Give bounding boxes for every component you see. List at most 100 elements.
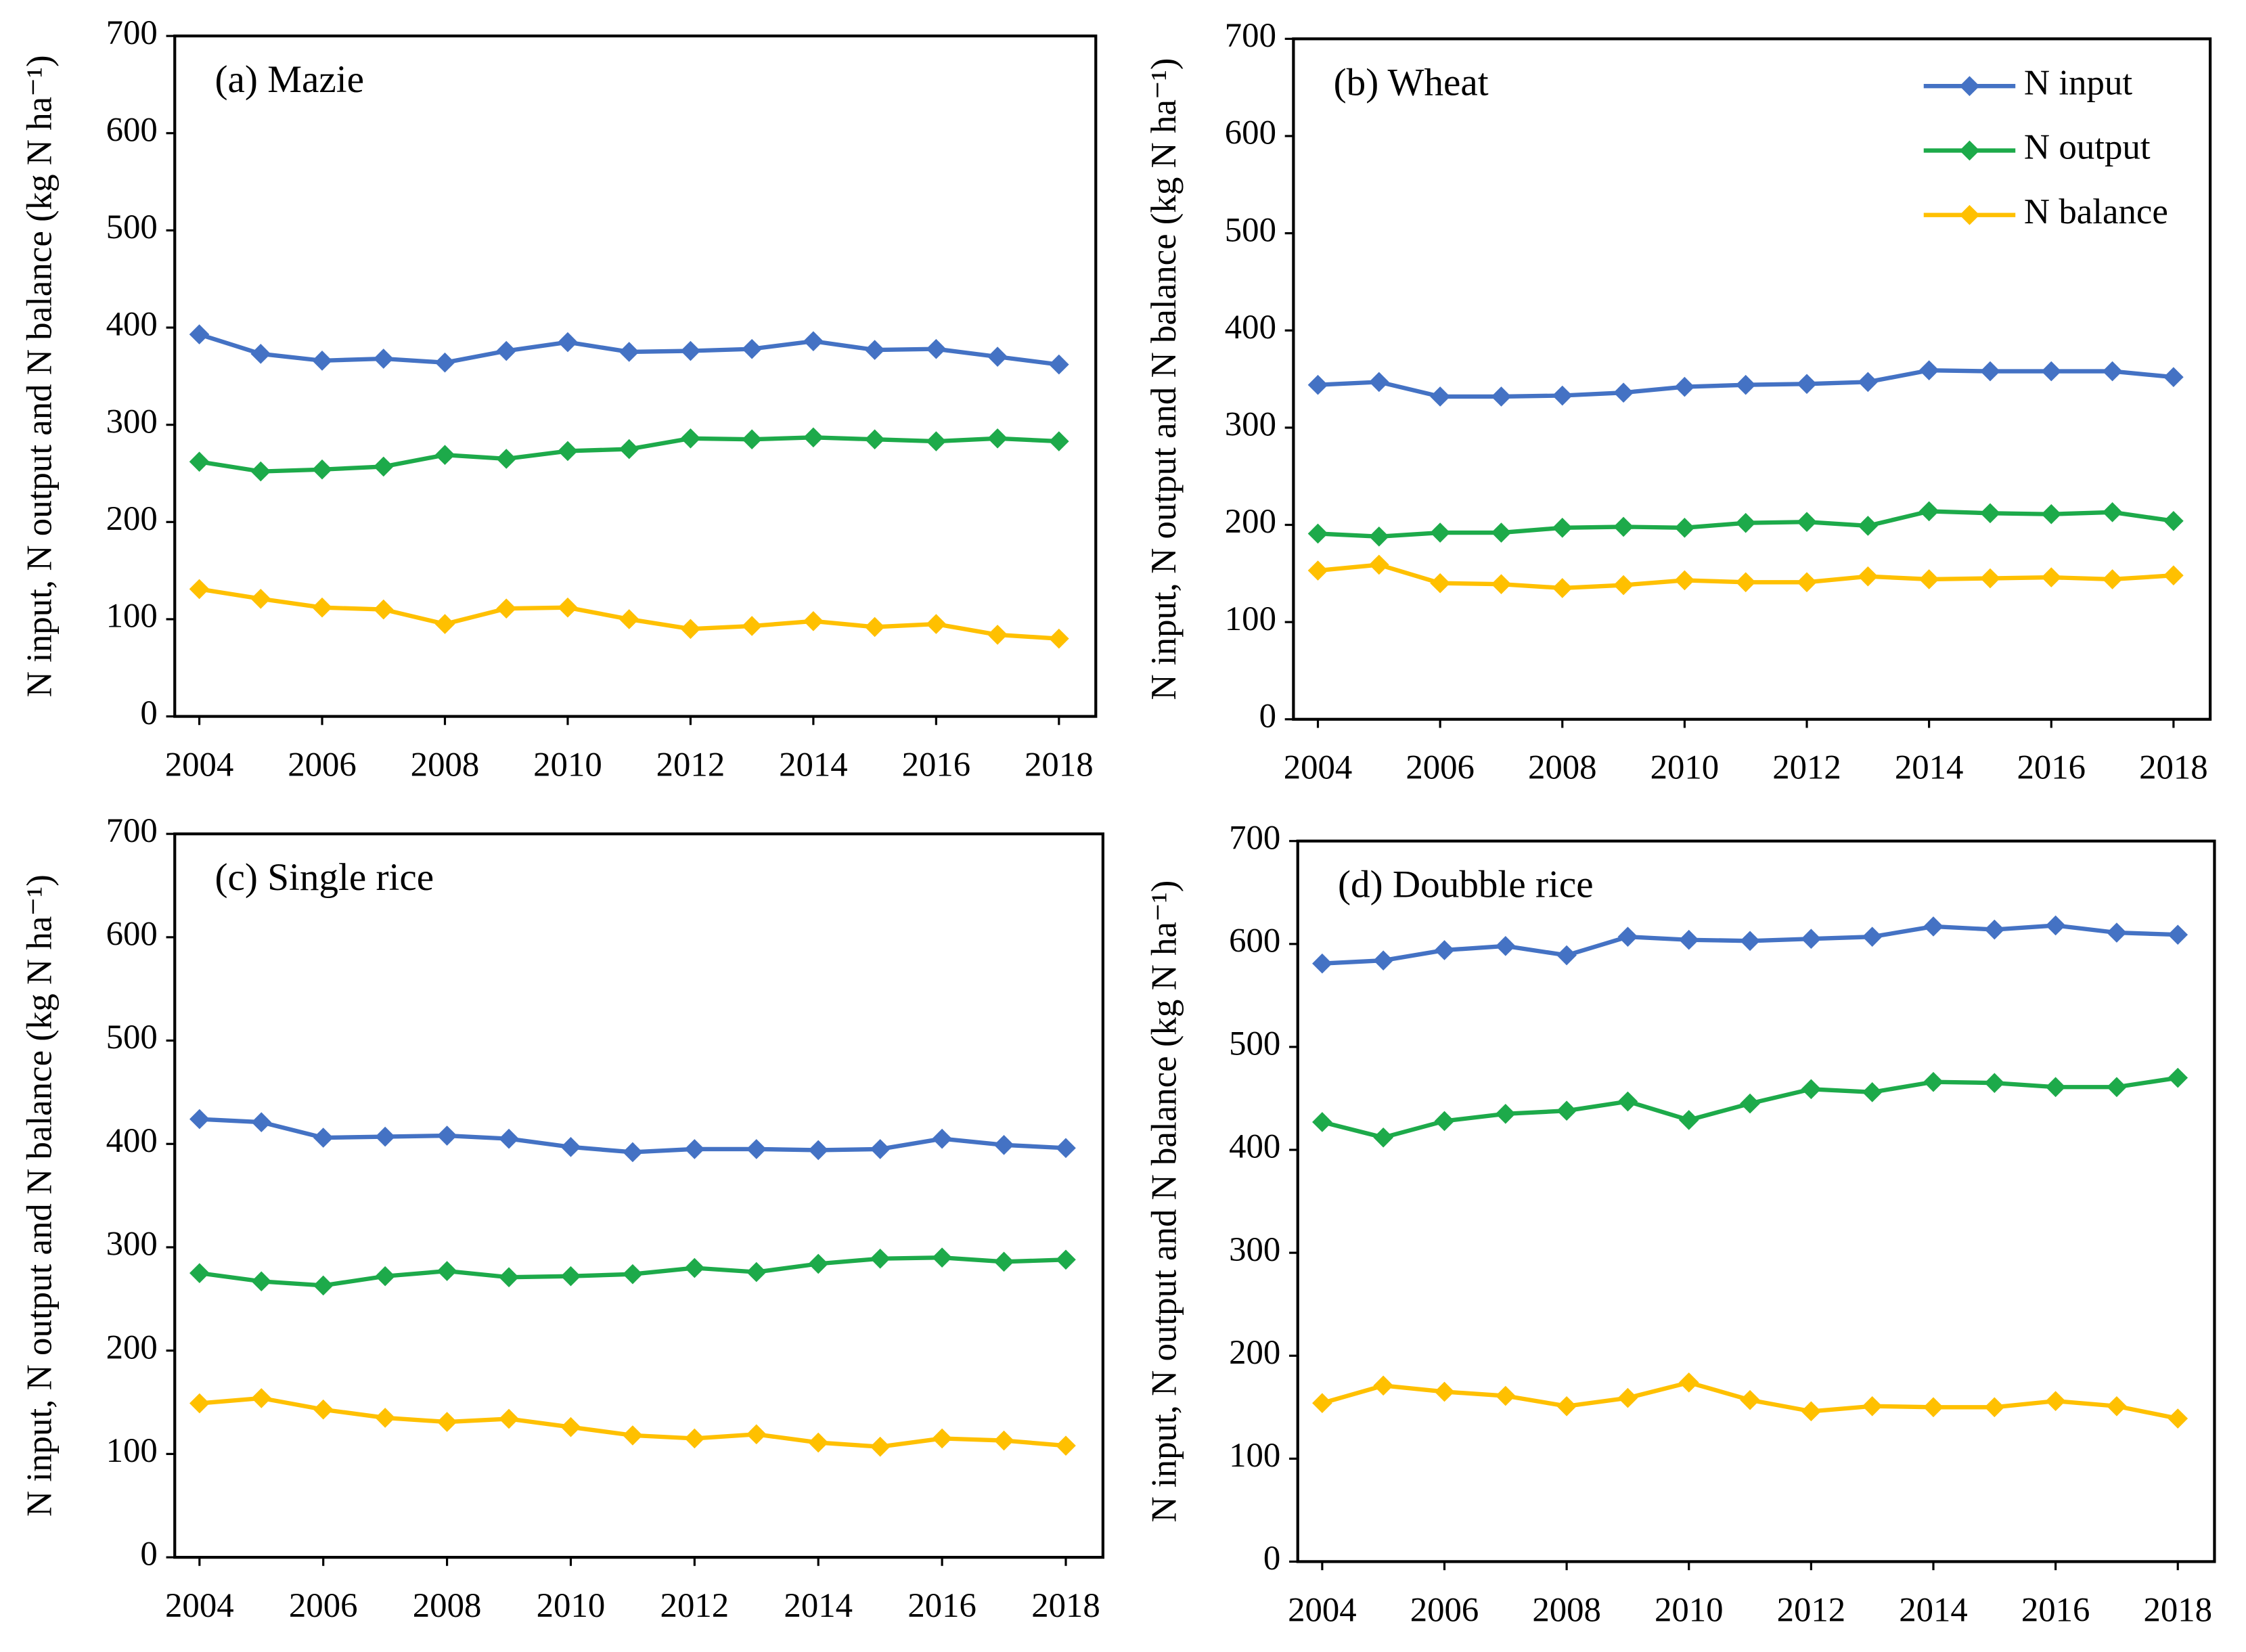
panel-title: (b) Wheat [1334,61,1489,104]
marker [1923,1071,1944,1092]
marker [1797,374,1817,395]
marker [1918,569,1939,589]
marker [189,1109,210,1130]
legend-marker [1959,76,1980,97]
y-tick-label: 0 [140,694,157,732]
y-tick-label: 600 [1225,114,1276,152]
marker [250,344,271,364]
marker [1434,1381,1455,1402]
marker [803,331,824,351]
y-tick-label: 200 [1229,1333,1280,1371]
y-tick-label: 600 [1229,921,1280,959]
marker [680,428,701,449]
marker [373,349,394,369]
marker [1797,512,1817,533]
marker [375,1266,395,1287]
marker [189,324,210,344]
marker [987,625,1008,645]
marker [2163,565,2184,586]
marker [251,1112,272,1133]
marker [1797,572,1817,593]
marker [746,1262,767,1282]
y-axis-title: N input, N output and N balance (kg N ha… [1144,880,1184,1523]
marker [1735,374,1756,395]
marker [746,1139,767,1159]
marker [1801,1079,1822,1100]
x-tick-label: 2016 [2021,1590,2090,1628]
x-tick-label: 2004 [165,745,234,783]
y-tick-label: 0 [140,1535,157,1573]
marker [993,1430,1014,1451]
marker [1307,560,1328,581]
marker [742,429,762,450]
plot-frame [1296,839,2216,1563]
marker [1056,1249,1076,1270]
y-tick-label: 600 [106,915,158,953]
marker [2163,510,2184,531]
marker [993,1134,1014,1155]
x-tick-label: 2014 [1899,1590,1968,1628]
legend-marker [1959,140,1980,161]
marker [312,597,332,618]
marker [1858,566,1879,587]
marker [932,1428,952,1449]
marker [2168,1408,2188,1429]
marker [499,1128,519,1149]
marker [2102,569,2123,589]
marker [619,609,639,629]
marker [1373,1127,1393,1148]
marker [1617,927,1638,947]
marker [2041,361,2062,382]
marker [1056,1138,1076,1159]
marker [560,1266,581,1287]
y-tick-label: 700 [1229,818,1280,856]
marker [373,599,394,620]
marker [312,351,332,371]
marker [803,427,824,448]
marker [623,1264,643,1285]
x-tick-label: 2016 [902,745,971,783]
y-tick-label: 300 [106,402,158,440]
marker [1674,376,1695,397]
marker [558,441,578,462]
marker [312,459,332,480]
marker [1556,1396,1577,1416]
y-tick-label: 200 [106,1328,158,1366]
marker [496,598,517,619]
legend-label: N output [2024,128,2151,167]
x-tick-label: 2018 [1025,745,1094,783]
panel-title: (a) Mazie [215,58,364,101]
marker [313,1399,334,1420]
marker [250,588,271,609]
marker [2163,367,2184,388]
marker [373,456,394,477]
marker [1430,573,1450,594]
x-tick-label: 2010 [1655,1590,1724,1628]
marker [1556,1100,1577,1121]
marker [1858,516,1879,536]
marker [436,1125,457,1146]
marker [1918,360,1939,380]
marker [2045,1391,2066,1411]
marker [1862,1082,1883,1102]
y-tick-label: 700 [1225,16,1276,54]
marker [434,614,455,634]
marker [803,610,824,631]
marker [1862,927,1883,947]
marker [1369,554,1389,575]
marker [313,1128,334,1148]
marker [1495,936,1516,956]
marker [1307,523,1328,544]
x-tick-label: 2006 [1410,1590,1479,1628]
marker [1674,570,1695,591]
x-tick-label: 2014 [1895,749,1964,786]
marker [1049,628,1069,649]
marker [742,338,762,359]
panel-title: (c) Single rice [215,856,434,899]
marker [1984,919,2005,940]
y-tick-label: 300 [1225,405,1276,443]
marker [1735,512,1756,533]
marker [1984,1073,2005,1093]
marker [1369,372,1389,393]
